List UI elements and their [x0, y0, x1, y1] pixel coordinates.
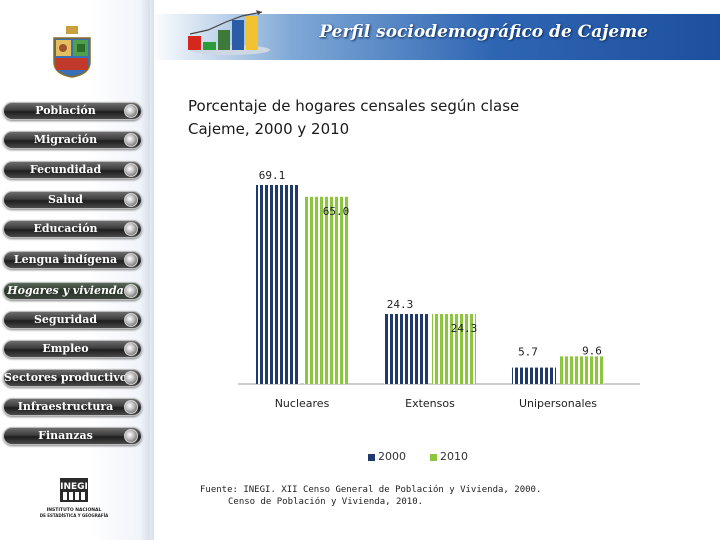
legend-item-2010: 2010 — [430, 450, 468, 463]
sidebar-item-empleo[interactable]: Empleo — [3, 340, 142, 358]
knob-icon — [124, 429, 138, 443]
sidebar-item-label: Población — [35, 104, 96, 117]
knob-icon — [124, 371, 138, 385]
sidebar-item-salud[interactable]: Salud — [3, 191, 142, 209]
knob-icon — [124, 342, 138, 356]
bar-2000-unipersonales — [512, 367, 556, 384]
bar-2000-extensos — [384, 314, 428, 384]
source-note: Fuente: INEGI. XII Censo General de Pobl… — [200, 484, 541, 508]
sidebar-item-label: Empleo — [42, 342, 89, 355]
legend-label-2010: 2010 — [440, 450, 468, 463]
sidebar-item-label: Salud — [48, 193, 83, 206]
knob-icon — [124, 193, 138, 207]
sidebar-item-label: Migración — [33, 133, 98, 146]
inegi-acronym: INEGI — [60, 482, 88, 492]
sidebar-item-label: Hogares y vivienda — [7, 284, 124, 297]
knob-icon — [124, 284, 138, 298]
category-label-unipersonales: Unipersonales — [519, 397, 597, 410]
knob-icon — [124, 133, 138, 147]
sidebar-item-label: Finanzas — [38, 429, 93, 442]
inegi-name-line2: DE ESTADÍSTICA Y GEOGRAFÍA — [40, 513, 109, 518]
value-label-2000-nucleares: 69.1 — [259, 169, 286, 182]
inegi-name-line1: INSTITUTO NACIONAL — [47, 507, 102, 513]
sidebar-item-label: Educación — [33, 222, 98, 235]
value-label-2000-unipersonales: 5.7 — [518, 346, 538, 359]
knob-icon — [124, 222, 138, 236]
value-label-2010-unipersonales: 9.6 — [582, 344, 602, 357]
knob-icon — [124, 313, 138, 327]
sidebar-item-sectores-productivos[interactable]: Sectores productivos — [3, 369, 142, 387]
knob-icon — [124, 104, 138, 118]
sidebar-shade — [140, 0, 154, 540]
legend-item-2000: 2000 — [368, 450, 406, 463]
sidebar-item-seguridad[interactable]: Seguridad — [3, 311, 142, 329]
knob-icon — [124, 400, 138, 414]
page-title: Perfil sociodemográfico de Cajeme — [319, 22, 648, 42]
sidebar-item-lengua-indigena[interactable]: Lengua indígena — [3, 251, 142, 269]
bar-chart-logo-icon — [188, 10, 270, 55]
chart-title: Porcentaje de hogares censales según cla… — [188, 95, 608, 141]
source-line1: Fuente: INEGI. XII Censo General de Pobl… — [200, 485, 542, 495]
sidebar-item-infraestructura[interactable]: Infraestructura — [3, 398, 142, 416]
value-label-2000-extensos: 24.3 — [387, 298, 414, 311]
category-label-nucleares: Nucleares — [275, 397, 330, 410]
category-label-extensos: Extensos — [405, 397, 455, 410]
value-label-2010-nucleares: 65.0 — [323, 205, 350, 218]
source-line2: Censo de Población y Vivienda, 2010. — [228, 497, 424, 507]
bar-2010-unipersonales — [560, 356, 604, 384]
knob-icon — [124, 163, 138, 177]
knob-icon — [124, 253, 138, 267]
bar-2000-nucleares — [256, 184, 300, 384]
sidebar-item-label: Fecundidad — [29, 163, 102, 176]
sidebar-item-hogares-y-vivienda[interactable]: Hogares y vivienda — [3, 282, 142, 300]
sidebar — [0, 0, 150, 540]
sidebar-item-migracion[interactable]: Migración — [3, 131, 142, 149]
legend-swatch-2010 — [430, 453, 437, 461]
inegi-logo: INEGI INSTITUTO NACIONAL DE ESTADÍSTICA … — [40, 478, 109, 518]
sidebar-item-label: Lengua indígena — [13, 253, 118, 266]
chart-title-line1: Porcentaje de hogares censales según cla… — [188, 97, 520, 115]
sidebar-item-finanzas[interactable]: Finanzas — [3, 427, 142, 445]
sidebar-item-label: Infraestructura — [17, 400, 114, 413]
bar-2010-nucleares — [304, 196, 348, 384]
sidebar-item-label: Seguridad — [33, 313, 98, 326]
legend-label-2000: 2000 — [378, 450, 406, 463]
sidebar-item-poblacion[interactable]: Población — [3, 102, 142, 120]
chart-title-line2: Cajeme, 2000 y 2010 — [188, 120, 350, 138]
sidebar-item-label: Sectores productivos — [4, 371, 134, 384]
sidebar-item-educacion[interactable]: Educación — [3, 220, 142, 238]
bar-2010-extensos — [432, 314, 476, 384]
sidebar-item-fecundidad[interactable]: Fecundidad — [3, 161, 142, 179]
value-label-2010-extensos: 24.3 — [451, 322, 478, 335]
legend-swatch-2000 — [368, 453, 375, 461]
coat-of-arms-icon — [53, 26, 91, 78]
